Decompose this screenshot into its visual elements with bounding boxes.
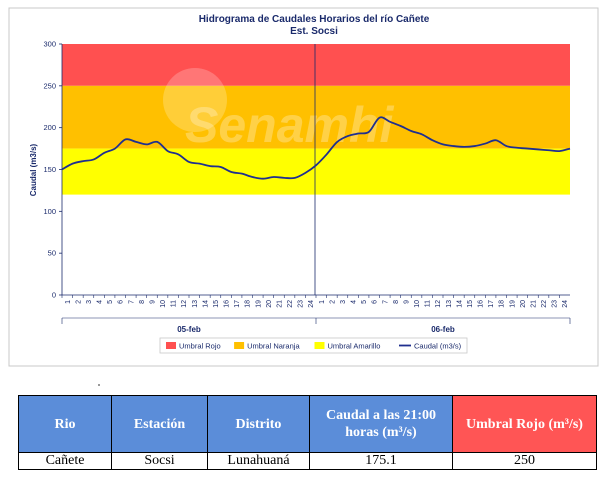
x-tick-label: 13 [192,300,199,308]
x-tick-label: 23 [298,300,305,308]
y-tick-label: 100 [43,207,56,216]
header-rio: Rio [18,395,112,453]
x-tick-label: 9 [149,300,156,304]
x-tick-label: 11 [171,300,178,307]
x-tick-label: 10 [160,300,167,308]
x-tick-label: 4 [97,300,104,304]
chart-title: Hidrograma de Caudales Horarios del río … [199,14,430,25]
x-tick-label: 20 [266,300,273,308]
legend-swatch [166,342,176,349]
x-tick-label: 22 [287,300,294,308]
x-tick-label: 24 [308,300,315,308]
legend-label: Umbral Naranja [247,342,300,351]
band-umbral-rojo [62,44,570,86]
x-tick-label: 2 [75,300,82,304]
x-tick-label: 12 [181,300,188,308]
legend-swatch [314,342,325,349]
x-tick-label: 6 [118,300,125,304]
x-tick-label: 16 [478,300,485,308]
x-tick-label: 8 [139,300,146,304]
x-tick-label: 3 [340,300,347,304]
x-tick-label: 3 [86,300,93,304]
x-tick-label: 2 [329,300,336,304]
y-tick-label: 250 [43,81,56,90]
x-tick-label: 22 [541,300,548,308]
band-umbral-amarillo [62,148,570,195]
x-tick-label: 11 [425,300,432,307]
x-tick-label: 18 [245,300,252,308]
series-layer [61,116,571,180]
table-header-row: Rio Estación Distrito Caudal a las 21:00… [18,395,597,453]
x-tick-label: 24 [562,300,569,308]
x-tick-label: 7 [128,300,135,304]
stray-dot [98,384,100,386]
day-label: 05-feb [177,325,201,334]
legend-swatch [234,342,245,349]
threshold-bands [62,44,570,295]
x-tick-label: 1 [65,300,72,304]
x-tick-label: 18 [499,300,506,308]
header-caudal: Caudal a las 21:00 horas (m³/s) [309,395,453,453]
x-tick-label: 21 [530,300,537,308]
x-tick-label: 6 [372,300,379,304]
day-label: 06-feb [431,325,455,334]
cell-rio: Cañete [18,452,112,470]
sun-logo-icon [163,68,227,132]
x-tick-label: 13 [446,300,453,308]
hydrograph-chart: Hidrograma de Caudales Horarios del río … [8,7,599,367]
y-tick-label: 0 [52,291,56,300]
x-tick-label: 12 [435,300,442,308]
cell-umbral: 250 [452,452,597,470]
watermark: Senamhi [163,68,395,153]
legend: Umbral Rojo Umbral Naranja Umbral Amarillo… [159,337,468,354]
header-distrito: Distrito [207,395,310,453]
x-tick-label: 23 [552,300,559,308]
y-axis-label: Caudal (m3/s) [29,143,38,196]
series-line-caudal [61,116,571,180]
header-estacion: Estación [111,395,208,453]
x-tick-label: 9 [403,300,410,304]
x-tick-label: 19 [255,300,262,308]
x-tick-label: 1 [319,300,326,304]
cell-estacion: Socsi [111,452,208,470]
legend-label: Umbral Rojo [179,342,221,351]
x-tick-label: 4 [351,300,358,304]
x-tick-label: 19 [509,300,516,308]
chart-panel: Hidrograma de Caudales Horarios del río … [8,7,599,367]
legend-label: Umbral Amarillo [328,342,381,351]
x-tick-label: 10 [414,300,421,308]
legend-label: Caudal (m3/s) [414,342,462,351]
summary-table: Rio Estación Distrito Caudal a las 21:00… [18,395,597,470]
y-tick-label: 150 [43,165,56,174]
cell-caudal: 175.1 [309,452,453,470]
chart-subtitle: Est. Socsi [290,26,338,37]
table-row: Cañete Socsi Lunahuaná 175.1 250 [18,452,597,470]
y-tick-label: 300 [43,40,56,49]
x-tick-label: 21 [276,300,283,308]
x-tick-label: 20 [520,300,527,308]
x-tick-label: 5 [107,300,114,304]
x-tick-label: 16 [224,300,231,308]
band-umbral-naranja [62,85,570,149]
x-tick-label: 15 [467,300,474,308]
y-tick-label: 200 [43,123,56,132]
x-tick-label: 7 [382,300,389,304]
x-tick-label: 15 [213,300,220,308]
y-tick-label: 50 [48,249,56,258]
watermark-text: Senamhi [185,97,395,153]
x-tick-label: 14 [202,300,209,308]
x-tick-label: 5 [361,300,368,304]
x-tick-label: 17 [234,300,241,308]
x-tick-label: 14 [456,300,463,308]
x-tick-label: 8 [393,300,400,304]
cell-distrito: Lunahuaná [207,452,310,470]
legend-box [159,337,468,354]
x-tick-label: 17 [488,300,495,308]
header-umbral-rojo: Umbral Rojo (m³/s) [452,395,597,453]
